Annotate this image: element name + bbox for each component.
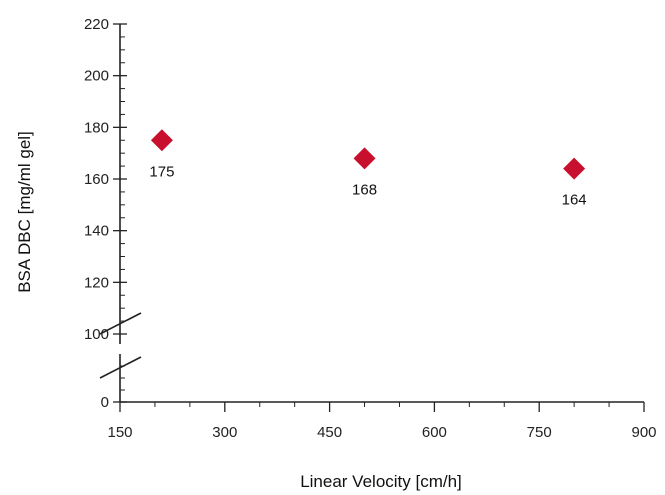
axes [99, 24, 644, 403]
y-tick-label: 220 [84, 16, 109, 33]
x-tick-label: 150 [107, 424, 132, 441]
x-tick-label: 450 [317, 424, 342, 441]
axis-break-gap [114, 344, 126, 354]
data-label: 168 [352, 181, 377, 198]
data-point [150, 129, 173, 152]
data-points: 175 168 164 [149, 129, 587, 209]
axis-break-mark [99, 312, 142, 335]
x-tick-label: 750 [527, 424, 552, 441]
y-tick-label: 0 [101, 394, 109, 411]
y-tick-label: 100 [84, 326, 109, 343]
data-point [563, 157, 586, 180]
y-tick-label: 200 [84, 68, 109, 85]
x-tick-label: 600 [422, 424, 447, 441]
y-axis-title: BSA DBC [mg/ml gel] [15, 131, 34, 293]
y-tick-label: 180 [84, 119, 109, 136]
y-tick-label: 160 [84, 171, 109, 188]
ticks: 0 100 120 140 160 180 200 220 150 300 450 600 750 900 [84, 16, 657, 441]
data-label: 164 [562, 192, 587, 209]
x-tick-label: 900 [631, 424, 656, 441]
data-point [353, 147, 376, 170]
data-label: 175 [149, 163, 174, 180]
y-tick-label: 140 [84, 223, 109, 240]
axis-break-mark [99, 356, 142, 379]
y-tick-label: 120 [84, 274, 109, 291]
x-tick-label: 300 [212, 424, 237, 441]
x-axis-title: Linear Velocity [cm/h] [300, 472, 462, 491]
